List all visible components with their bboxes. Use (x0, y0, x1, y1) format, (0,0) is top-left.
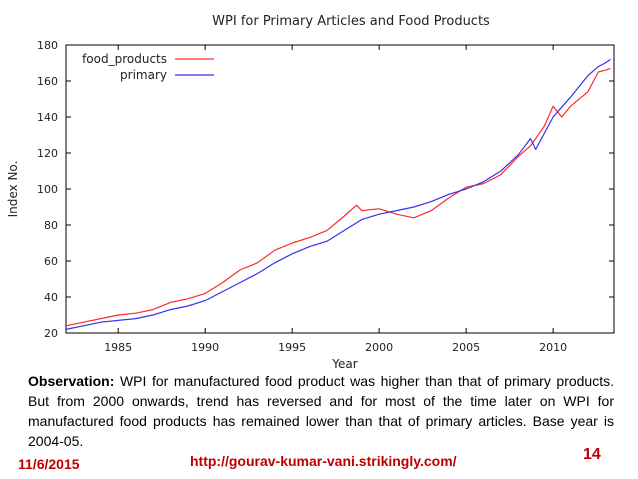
x-tick-label: 2000 (365, 341, 393, 354)
legend-label-primary: primary (120, 68, 167, 82)
x-tick-label: 1990 (191, 341, 219, 354)
observation-text: WPI for manufactured food product was hi… (28, 373, 614, 449)
series-lines (65, 58, 611, 330)
y-tick-label: 120 (37, 147, 58, 160)
x-axis-ticks: 1985 1990 1995 2000 2005 2010 (104, 45, 567, 354)
observation-paragraph: Observation: WPI for manufactured food p… (28, 371, 614, 451)
food-products-line (65, 67, 611, 327)
footer-date: 11/6/2015 (18, 456, 80, 472)
footer-url-link[interactable]: http://gourav-kumar-vani.strikingly.com/ (190, 453, 457, 469)
wpi-line-chart: WPI for Primary Articles and Food Produc… (6, 14, 615, 371)
y-tick-label: 20 (44, 327, 58, 340)
page-number: 14 (583, 446, 601, 463)
y-tick-label: 80 (44, 219, 58, 232)
y-axis-label: Index No. (6, 161, 20, 218)
x-tick-label: 1985 (104, 341, 132, 354)
observation-label: Observation: (28, 373, 115, 389)
legend: food_products primary (82, 52, 214, 82)
y-tick-label: 180 (37, 39, 58, 52)
y-tick-label: 40 (44, 291, 58, 304)
x-tick-label: 1995 (278, 341, 306, 354)
x-axis-label: Year (331, 357, 357, 371)
plot-area-frame (65, 44, 615, 334)
y-tick-label: 60 (44, 255, 58, 268)
primary-line (65, 58, 611, 330)
x-tick-label: 2010 (539, 341, 567, 354)
x-tick-label: 2005 (452, 341, 480, 354)
y-tick-label: 160 (37, 75, 58, 88)
y-tick-label: 100 (37, 183, 58, 196)
chart-title: WPI for Primary Articles and Food Produc… (212, 14, 490, 29)
legend-label-food-products: food_products (82, 52, 167, 66)
y-axis-ticks: 20 40 60 80 100 120 140 160 180 (37, 39, 614, 340)
y-tick-label: 140 (37, 111, 58, 124)
